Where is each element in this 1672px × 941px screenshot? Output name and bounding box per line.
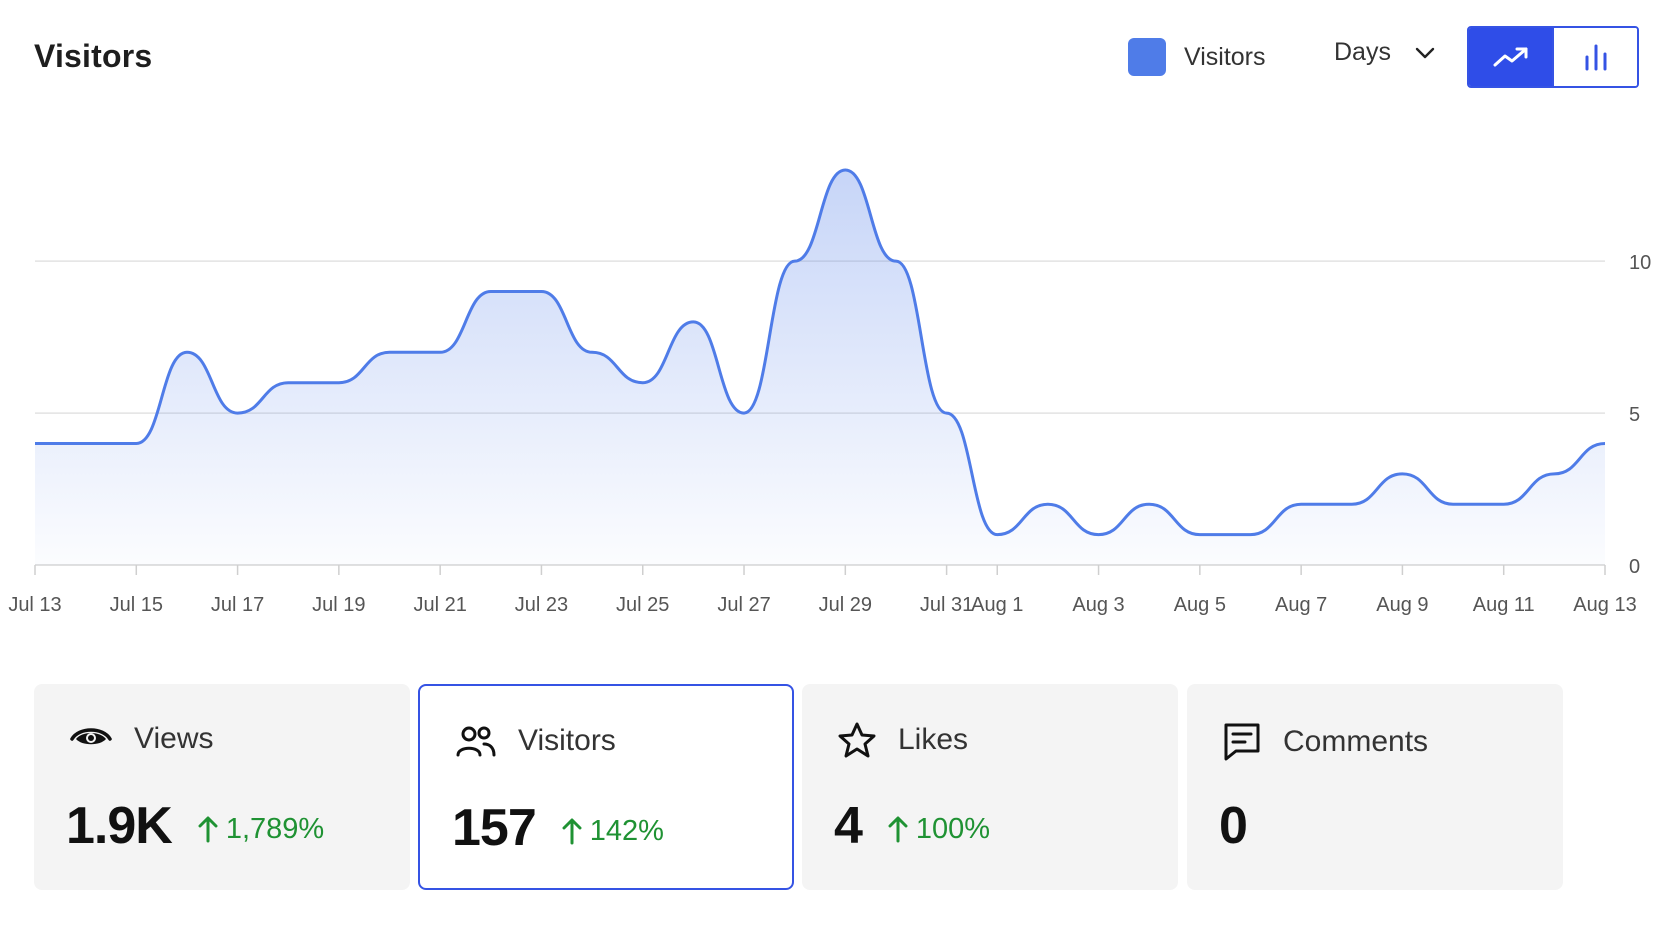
data-point: [1602, 440, 1608, 446]
card-value: 4: [834, 797, 863, 855]
data-point: [1197, 532, 1203, 538]
card-delta-value: 142%: [589, 814, 664, 847]
data-point: [944, 410, 950, 416]
card-delta: 1,789%: [198, 813, 324, 846]
legend-swatch: [1128, 38, 1166, 76]
data-point: [741, 410, 747, 416]
comment-icon: [1224, 723, 1260, 761]
card-label: Views: [134, 722, 214, 755]
bar-chart-icon: [1585, 44, 1606, 71]
data-point: [1399, 471, 1405, 477]
card-delta: 142%: [562, 815, 664, 848]
x-tick-label: Jul 25: [616, 594, 669, 616]
data-point: [285, 380, 291, 386]
stat-card-visitors[interactable]: Visitors 157 142%: [418, 684, 794, 890]
x-tick-label: Jul 19: [312, 594, 365, 616]
period-dropdown-label: Days: [1334, 38, 1391, 66]
x-tick-label: Aug 3: [1072, 594, 1124, 616]
x-tick-label: Jul 21: [413, 594, 466, 616]
chart-legend-visitors[interactable]: Visitors: [1128, 38, 1266, 76]
y-tick-label: 5: [1629, 404, 1640, 426]
x-tick-label: Aug 11: [1473, 594, 1535, 616]
data-point: [1045, 501, 1051, 507]
stat-card-views[interactable]: Views 1.9K 1,789%: [34, 684, 410, 890]
x-tick-label: Aug 9: [1376, 594, 1428, 616]
visitors-area-chart: 0 5 10 Jul 13 Jul 15 Jul 17 Jul 19 Jul 21 Jul 23…: [8, 167, 1651, 616]
series-line-visitors: [34, 168, 1606, 537]
legend-label: Visitors: [1184, 42, 1266, 71]
line-view-button[interactable]: [1469, 28, 1552, 86]
data-point: [1096, 532, 1102, 538]
data-point: [488, 289, 494, 295]
data-point: [842, 167, 848, 173]
card-value: 1.9K: [66, 797, 173, 855]
arrow-up-icon: [562, 818, 582, 845]
data-point: [1349, 501, 1355, 507]
data-point: [133, 440, 139, 446]
trending-up-icon: [1493, 47, 1527, 67]
data-point: [235, 410, 241, 416]
data-point: [893, 258, 899, 264]
page-title: Visitors: [34, 38, 153, 74]
x-tick-label: Aug 5: [1174, 594, 1226, 616]
card-value: 0: [1219, 797, 1248, 855]
x-tick-label: Jul 27: [717, 594, 770, 616]
data-point: [994, 532, 1000, 538]
card-delta-value: 1,789%: [225, 812, 325, 845]
period-dropdown[interactable]: Days: [1334, 38, 1435, 67]
x-tick-label: Aug 1: [971, 594, 1023, 616]
x-tick-label: Jul 17: [211, 594, 264, 616]
data-point: [589, 349, 595, 355]
data-point: [184, 349, 190, 355]
users-icon: [456, 726, 496, 757]
x-tick-label: Jul 31: [920, 594, 973, 616]
data-point: [387, 349, 393, 355]
stat-card-comments[interactable]: Comments 0: [1187, 684, 1563, 890]
data-point: [1450, 501, 1456, 507]
data-point: [640, 380, 646, 386]
arrow-up-icon: [888, 816, 908, 843]
x-tick-label: Aug 7: [1275, 594, 1327, 616]
series-area: [35, 170, 1605, 565]
card-label: Visitors: [518, 724, 616, 757]
data-point: [792, 258, 798, 264]
data-point: [538, 289, 544, 295]
y-tick-label: 0: [1629, 556, 1640, 578]
data-point: [336, 380, 342, 386]
data-point: [437, 349, 443, 355]
eye-icon: [70, 728, 112, 745]
card-value: 157: [452, 799, 537, 857]
data-point: [1146, 501, 1152, 507]
x-tick-label: Jul 15: [110, 594, 163, 616]
x-tick-label: Aug 13: [1573, 594, 1636, 616]
card-label: Comments: [1283, 725, 1429, 758]
y-tick-label: 10: [1629, 252, 1651, 274]
x-tick-label: Jul 29: [819, 594, 872, 616]
data-point: [32, 440, 38, 446]
arrow-up-icon: [198, 816, 218, 843]
star-icon: [838, 722, 876, 758]
data-point: [83, 440, 89, 446]
data-point: [1551, 471, 1557, 477]
data-point: [690, 319, 696, 325]
x-tick-label: Jul 13: [8, 594, 61, 616]
x-tick-label: Jul 23: [515, 594, 568, 616]
card-delta-value: 100%: [915, 812, 991, 845]
bar-view-button[interactable]: [1552, 28, 1637, 86]
chevron-down-icon: [1415, 47, 1435, 58]
data-point: [1247, 532, 1253, 538]
card-label: Likes: [898, 723, 969, 756]
data-point: [1501, 501, 1507, 507]
stat-card-likes[interactable]: Likes 4 100%: [802, 684, 1178, 890]
card-delta: 100%: [888, 813, 990, 846]
data-point: [1298, 501, 1304, 507]
chart-view-toggle: [1467, 26, 1639, 88]
